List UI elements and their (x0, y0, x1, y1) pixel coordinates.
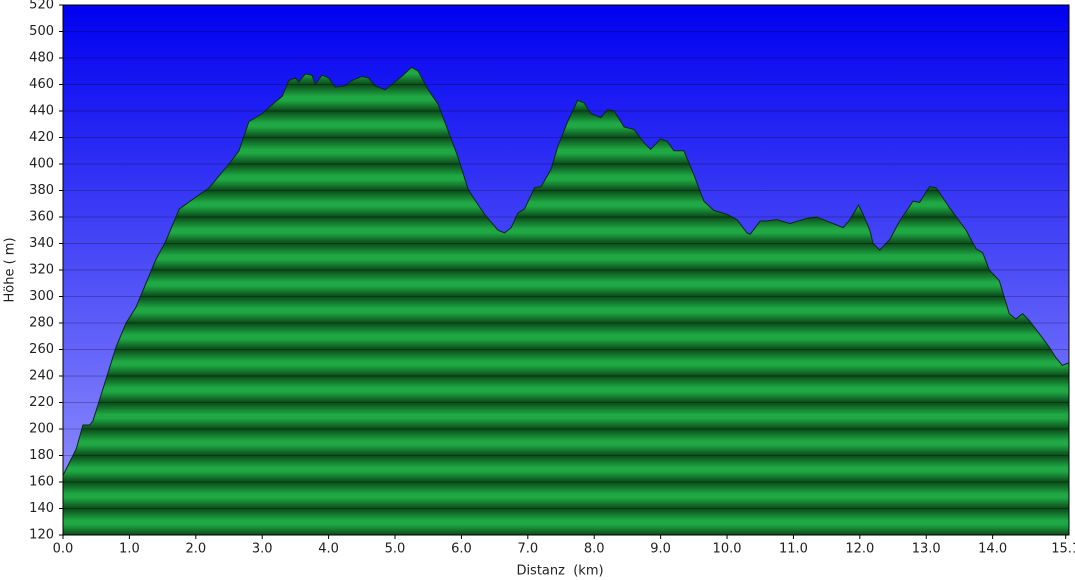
y-tick-label: 520 (29, 0, 54, 13)
y-tick-label: 140 (29, 501, 54, 516)
x-tick-label: 2.0 (185, 542, 206, 557)
y-tick-label: 320 (29, 263, 54, 278)
x-axis-title: Distanz (km) (516, 564, 603, 579)
x-tick-label: 10.0 (713, 542, 742, 557)
y-tick-label: 380 (29, 183, 54, 198)
y-tick-label: 120 (29, 528, 54, 543)
y-tick-label: 440 (29, 104, 54, 119)
y-tick-label: 360 (29, 210, 54, 225)
y-tick-label: 220 (29, 395, 54, 410)
x-tick-label: 0.0 (53, 542, 74, 557)
x-tick-label: 13.0 (912, 542, 941, 557)
x-tick-label: 15.1 (1051, 542, 1075, 557)
y-tick-label: 180 (29, 448, 54, 463)
y-tick-label: 400 (29, 157, 54, 172)
x-tick-label: 14.0 (978, 542, 1007, 557)
x-tick-label: 8.0 (584, 542, 605, 557)
y-tick-label: 260 (29, 342, 54, 357)
x-tick-label: 9.0 (650, 542, 671, 557)
x-tick-label: 6.0 (451, 542, 472, 557)
y-tick-label: 420 (29, 130, 54, 145)
y-tick-label: 500 (29, 24, 54, 39)
y-tick-label: 340 (29, 236, 54, 251)
elevation-area (62, 66, 1070, 536)
y-axis-title: Höhe ( m) (3, 237, 18, 302)
plot-border (62, 4, 1070, 536)
y-tick-label: 200 (29, 422, 54, 437)
x-tick-label: 12.0 (845, 542, 874, 557)
x-tick-label: 1.0 (119, 542, 140, 557)
x-tick-label: 11.0 (779, 542, 808, 557)
y-tick-label: 160 (29, 475, 54, 490)
y-tick-label: 480 (29, 51, 54, 66)
x-tick-label: 4.0 (318, 542, 339, 557)
x-tick-label: 5.0 (385, 542, 406, 557)
y-tick-label: 300 (29, 289, 54, 304)
y-tick-label: 280 (29, 316, 54, 331)
x-tick-label: 7.0 (517, 542, 538, 557)
x-tick-label: 3.0 (252, 542, 273, 557)
y-tick-label: 460 (29, 77, 54, 92)
y-tick-label: 240 (29, 369, 54, 384)
